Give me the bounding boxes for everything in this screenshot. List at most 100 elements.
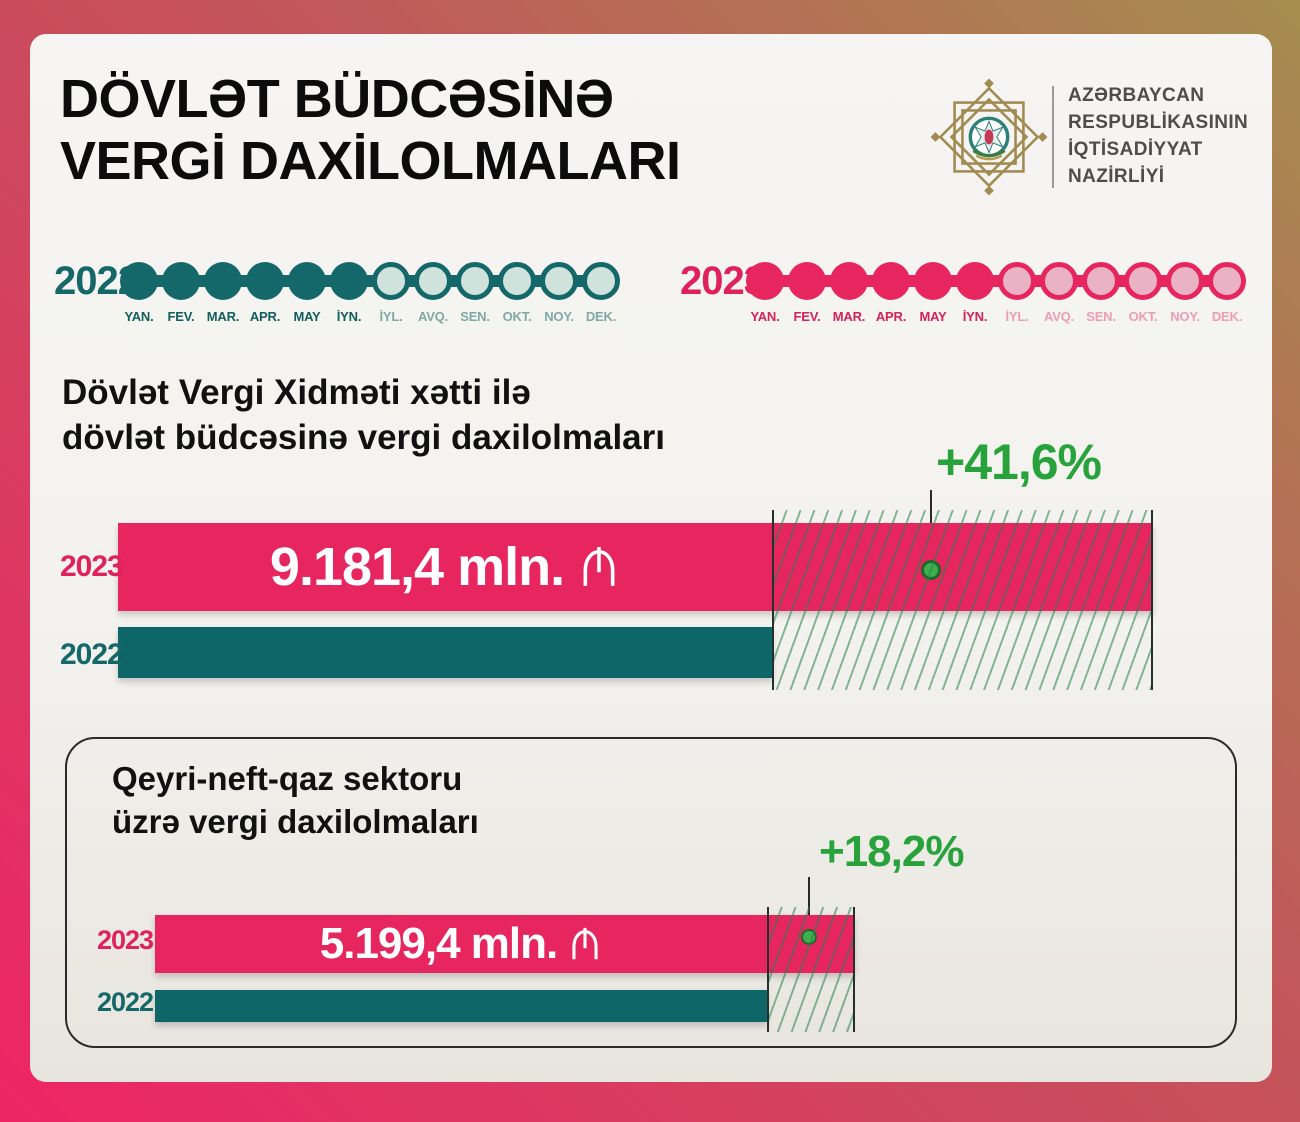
timeline-dot (1082, 262, 1120, 300)
timeline-2022: 2022 YAN. FEV. MAR. APR. MAY İYN. İYL. AVQ. SEN.… (54, 259, 622, 324)
timeline-dot (120, 262, 158, 300)
ministry-name-line1: AZƏRBAYCAN (1068, 85, 1205, 106)
timeline-month: DEK. (580, 262, 622, 324)
section1-bar-2023-value-text: 9.181,4 mln. (269, 537, 565, 597)
timeline-2023: 2023 YAN. FEV. MAR. APR. MAY İYN. İYL. AVQ. SEN.… (680, 259, 1248, 324)
section2-growth-callout-line (808, 877, 810, 929)
section1-bar-2022 (118, 627, 772, 678)
timeline-month-label: APR. (875, 309, 907, 324)
timeline-month-label: MAR. (206, 309, 240, 324)
timeline-month-label: SEN. (1086, 309, 1116, 324)
timeline-month: SEN. (1080, 262, 1122, 324)
ministry-name-line2: RESPUBLİKASININ (1068, 112, 1249, 133)
timeline-dot (872, 262, 910, 300)
timeline-month-label: FEV. (793, 309, 821, 324)
section1-growth-label: +41,6% (936, 434, 1102, 490)
ministry-name-line4: NAZİRLİYİ (1068, 166, 1165, 187)
timeline-dot (1166, 262, 1204, 300)
timeline-month-label: OKT. (1128, 309, 1158, 324)
page-title-line2: VERGİ DAXİLOLMALARI (60, 131, 681, 191)
timeline-month-label: MAY (293, 309, 321, 324)
section1-row-label-2022: 2022 (60, 638, 124, 671)
timeline-month: YAN. (744, 262, 786, 324)
timeline-dot (956, 262, 994, 300)
section2-bar-2023 (155, 915, 855, 973)
timeline-dot (456, 262, 494, 300)
ministry-emblem-icon (930, 78, 1048, 196)
timeline-month: APR. (870, 262, 912, 324)
timeline-dot (330, 262, 368, 300)
page-title: DÖVLƏT BÜDCƏSİNƏ VERGİ DAXİLOLMALARI (60, 68, 681, 192)
timeline-month-label: APR. (249, 309, 281, 324)
section1-row-label-2023: 2023 (60, 550, 124, 583)
section1-bar-2023-value: 9.181,4 mln. (118, 523, 772, 611)
timeline-month: AVQ. (1038, 262, 1080, 324)
timeline-month: MAY (286, 262, 328, 324)
timeline-2022-year-label: 2022 (54, 259, 140, 303)
timeline-month: MAY (912, 262, 954, 324)
timeline-month: FEV. (160, 262, 202, 324)
timeline-2023-year-label: 2023 (680, 259, 766, 303)
section2-heading-line1: Qeyri-neft-qaz sektoru (112, 760, 463, 797)
timeline-dot (288, 262, 326, 300)
manat-icon (583, 547, 615, 586)
timeline-dot (582, 262, 620, 300)
section2-bar-2022 (155, 990, 767, 1022)
timeline-dot (1040, 262, 1078, 300)
timeline-month: DEK. (1206, 262, 1248, 324)
timeline-month: İYL. (996, 262, 1038, 324)
timeline-month: YAN. (118, 262, 160, 324)
page-title-line1: DÖVLƏT BÜDCƏSİNƏ (60, 69, 614, 129)
timeline-month-label: DEK. (1211, 309, 1243, 324)
timeline-month-label: NOY. (1170, 309, 1200, 324)
section2-growth-hatch-area (767, 907, 855, 1032)
timeline-dot (498, 262, 536, 300)
timeline-dot (162, 262, 200, 300)
timeline-month: FEV. (786, 262, 828, 324)
timeline-dot (540, 262, 578, 300)
timeline-month-label: İYN. (336, 309, 362, 324)
timeline-month-label: MAR. (832, 309, 866, 324)
timeline-dot (246, 262, 284, 300)
section2-heading-line2: üzrə vergi daxilolmaları (112, 803, 479, 840)
timeline-month: NOY. (1164, 262, 1206, 324)
timeline-month: APR. (244, 262, 286, 324)
timeline-dot (1208, 262, 1246, 300)
section2-bar-2023-value-text: 5.199,4 mln. (319, 919, 558, 968)
timeline-2023-track: YAN. FEV. MAR. APR. MAY İYN. İYL. AVQ. SEN. OKT. N… (744, 262, 1248, 324)
timeline-month-label: FEV. (167, 309, 195, 324)
timeline-dot (746, 262, 784, 300)
timeline-month: NOY. (538, 262, 580, 324)
section1-heading: Dövlət Vergi Xidməti xətti ilə dövlət bü… (62, 370, 665, 460)
timeline-month: OKT. (1122, 262, 1164, 324)
timeline-month-label: YAN. (124, 309, 154, 324)
non-oil-gas-panel: Qeyri-neft-qaz sektoru üzrə vergi daxilo… (65, 737, 1237, 1048)
timeline-month: MAR. (202, 262, 244, 324)
timeline-dot (998, 262, 1036, 300)
logo-divider (1052, 86, 1054, 188)
timeline-month: İYL. (370, 262, 412, 324)
ministry-name-line3: İQTİSADİYYAT (1068, 139, 1203, 160)
manat-icon (572, 927, 598, 960)
timeline-month-label: MAY (919, 309, 947, 324)
ministry-logo: AZƏRBAYCAN RESPUBLİKASININ İQTİSADİYYAT … (930, 76, 1270, 206)
timeline-month-label: SEN. (460, 309, 490, 324)
timeline-dot (204, 262, 242, 300)
timeline-month-label: NOY. (544, 309, 574, 324)
timeline-month-label: YAN. (750, 309, 780, 324)
section2-row-label-2022: 2022 (97, 987, 154, 1017)
timeline-month: AVQ. (412, 262, 454, 324)
section1-heading-line2: dövlət büdcəsinə vergi daxilolmaları (62, 418, 665, 457)
content-card: DÖVLƏT BÜDCƏSİNƏ VERGİ DAXİLOLMALARI (30, 34, 1272, 1082)
timeline-month: MAR. (828, 262, 870, 324)
timeline-dot (414, 262, 452, 300)
section2-row-label-2023: 2023 (97, 925, 154, 955)
timeline-month: SEN. (454, 262, 496, 324)
timeline-month-label: OKT. (502, 309, 532, 324)
timeline-month-label: DEK. (585, 309, 617, 324)
timeline-month: OKT. (496, 262, 538, 324)
timeline-dot (830, 262, 868, 300)
timeline-month-label: AVQ. (417, 309, 449, 324)
timeline-2022-track: YAN. FEV. MAR. APR. MAY İYN. İYL. AVQ. SEN. OKT. N… (118, 262, 622, 324)
